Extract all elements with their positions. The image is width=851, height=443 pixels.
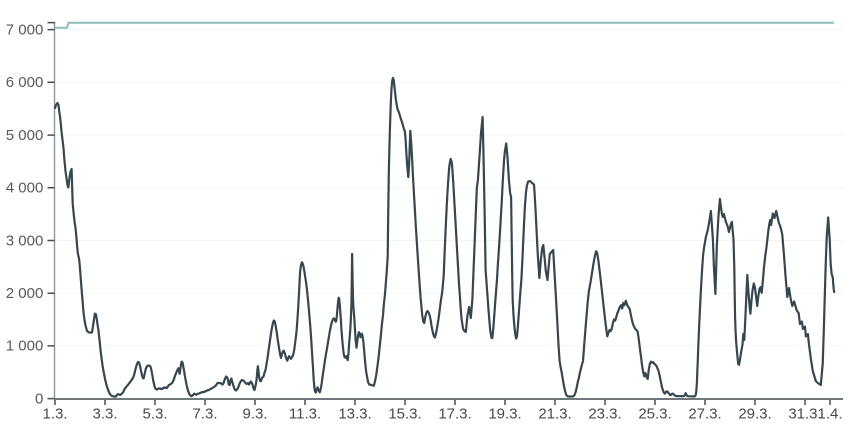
svg-text:21.3.: 21.3. [538,406,571,423]
svg-text:0: 0 [35,390,43,407]
svg-text:31.3.: 31.3. [788,406,821,423]
svg-text:29.3.: 29.3. [738,406,771,423]
svg-text:23.3.: 23.3. [588,406,621,423]
svg-text:2 000: 2 000 [6,285,44,302]
svg-text:7 000: 7 000 [6,21,44,38]
svg-text:27.3.: 27.3. [688,406,721,423]
svg-text:17.3.: 17.3. [438,406,471,423]
svg-text:1 000: 1 000 [6,338,44,355]
svg-text:11.3.: 11.3. [289,406,321,423]
svg-text:6 000: 6 000 [6,74,44,91]
svg-text:3.3.: 3.3. [92,406,117,423]
svg-text:19.3.: 19.3. [488,406,521,423]
svg-text:1.4.: 1.4. [817,406,842,423]
svg-text:9.3.: 9.3. [242,406,267,423]
svg-text:1.3.: 1.3. [42,406,67,423]
svg-text:3 000: 3 000 [6,232,44,249]
svg-text:13.3.: 13.3. [338,406,371,423]
svg-text:4 000: 4 000 [6,180,44,197]
svg-text:15.3.: 15.3. [388,406,421,423]
svg-text:7.3.: 7.3. [192,406,217,423]
svg-text:5 000: 5 000 [6,127,44,144]
svg-text:5.3.: 5.3. [142,406,167,423]
svg-text:25.3.: 25.3. [638,406,671,423]
